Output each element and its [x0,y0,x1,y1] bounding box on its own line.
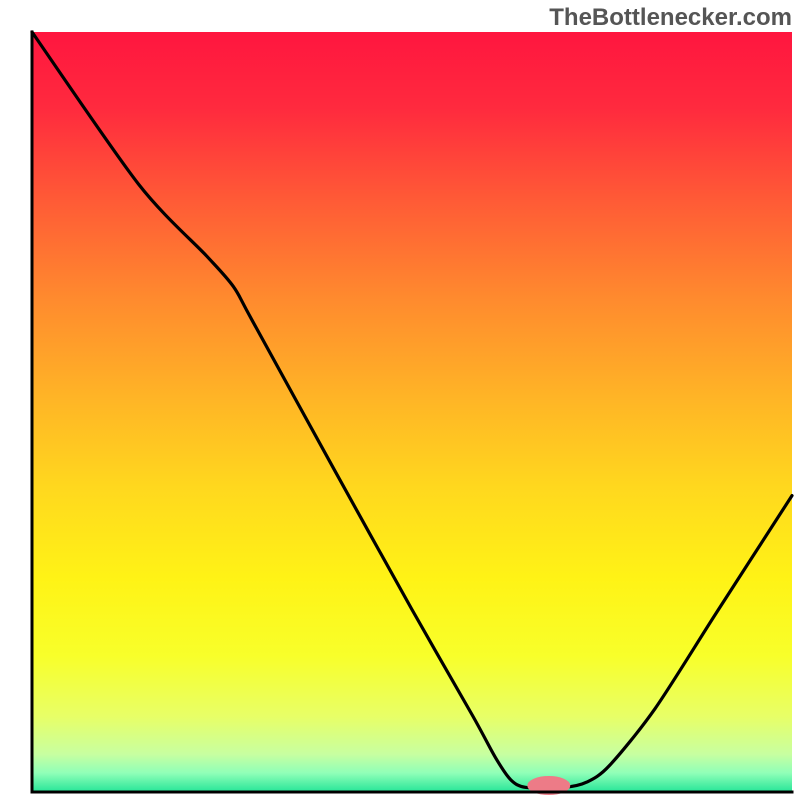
watermark-text: TheBottlenecker.com [549,4,792,32]
gradient-background [32,32,792,792]
chart-container: TheBottlenecker.com [0,0,800,800]
bottleneck-chart [0,0,800,800]
